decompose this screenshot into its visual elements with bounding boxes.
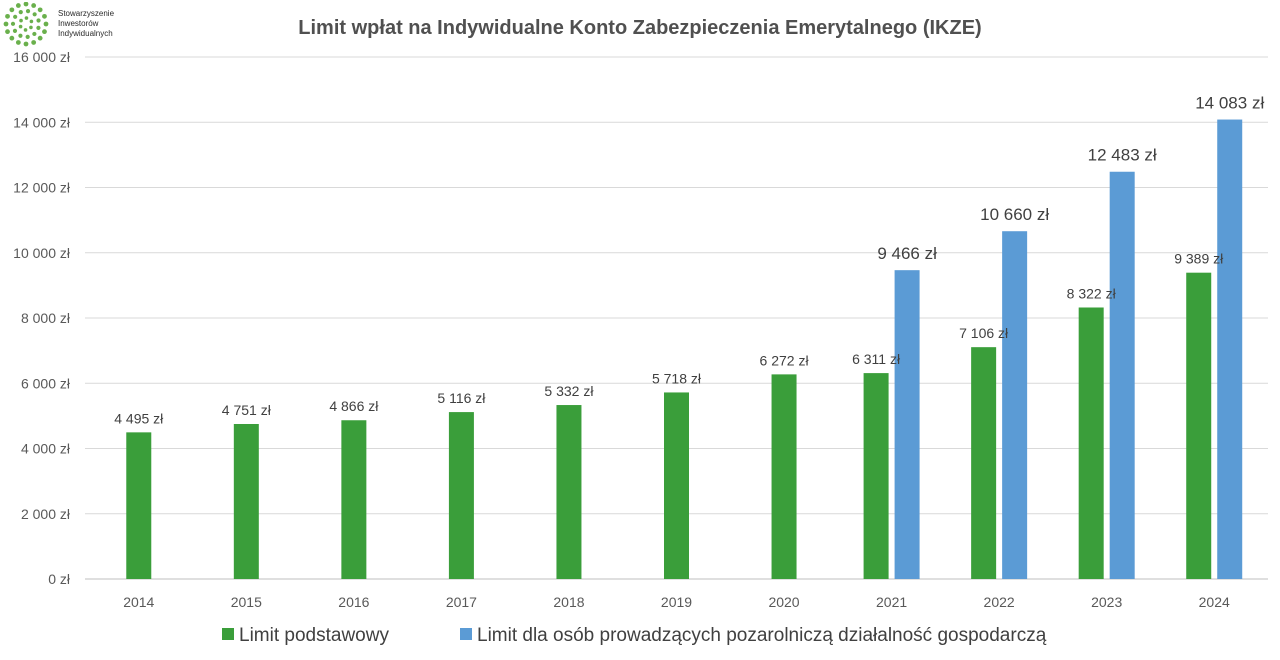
- bar-limit-podstawowy: [448, 412, 474, 579]
- data-label-limit-podstawowy: 5 116 zł: [437, 390, 486, 406]
- logo-line-2: Inwestorów: [58, 19, 99, 28]
- data-label-limit-dzialalnosc: 14 083 zł: [1195, 94, 1264, 113]
- data-label-limit-podstawowy: 7 106 zł: [959, 325, 1009, 341]
- bar-limit-dzialalnosc: [1002, 231, 1028, 579]
- x-tick-label: 2018: [553, 594, 584, 610]
- x-tick-label: 2021: [876, 594, 907, 610]
- data-label-limit-podstawowy: 6 311 zł: [852, 351, 901, 367]
- x-tick-label: 2015: [231, 594, 262, 610]
- x-tick-label: 2017: [446, 594, 477, 610]
- legend-label: Limit dla osób prowadzących pozarolniczą…: [477, 625, 1047, 646]
- legend: Limit podstawowy Limit dla osób prowadząc…: [222, 625, 1047, 646]
- logo-dots-icon: [3, 1, 49, 47]
- chart-title: Limit wpłat na Indywidualne Konto Zabezp…: [298, 17, 981, 39]
- bar-limit-podstawowy: [126, 432, 152, 579]
- data-label-limit-podstawowy: 4 751 zł: [222, 402, 272, 418]
- legend-label: Limit podstawowy: [239, 625, 389, 646]
- bar-limit-podstawowy: [1186, 272, 1212, 579]
- bar-limit-podstawowy: [971, 347, 997, 579]
- bar-limit-podstawowy: [233, 423, 259, 579]
- data-label-limit-podstawowy: 4 866 zł: [329, 398, 379, 414]
- data-label-limit-podstawowy: 5 718 zł: [652, 370, 702, 386]
- x-tick-label: 2014: [123, 594, 154, 610]
- y-tick-label: 10 000 zł: [13, 245, 71, 261]
- y-tick-label: 12 000 zł: [13, 180, 71, 196]
- y-tick-label: 4 000 zł: [21, 441, 71, 457]
- y-tick-label: 8 000 zł: [21, 310, 71, 326]
- x-tick-label: 2022: [984, 594, 1015, 610]
- x-tick-label: 2024: [1199, 594, 1230, 610]
- logo-line-3: Indywidualnych: [58, 29, 113, 38]
- y-tick-label: 6 000 zł: [21, 375, 71, 391]
- bar-limit-podstawowy: [341, 420, 367, 579]
- data-labels: 4 495 zł 4 751 zł 4 866 zł 5 116 zł 5 332 zł…: [114, 94, 1264, 427]
- data-label-limit-dzialalnosc: 12 483 zł: [1088, 146, 1157, 165]
- data-label-limit-podstawowy: 9 389 zł: [1174, 251, 1224, 267]
- bar-limit-dzialalnosc: [1109, 171, 1135, 579]
- y-tick-label: 14 000 zł: [13, 114, 71, 130]
- bar-limit-dzialalnosc: [1217, 119, 1243, 580]
- bars: [126, 119, 1243, 580]
- y-tick-label: 16 000 zł: [13, 49, 71, 65]
- y-tick-label: 0 zł: [48, 571, 71, 587]
- data-label-limit-dzialalnosc: 10 660 zł: [980, 205, 1049, 224]
- logo-text: Stowarzyszenie Inwestorów Indywidualnych: [58, 9, 114, 39]
- bar-limit-podstawowy: [863, 373, 889, 579]
- y-axis: 0 zł 2 000 zł 4 000 zł 6 000 zł 8 000 zł 10 0…: [13, 49, 71, 587]
- logo: Stowarzyszenie Inwestorów Indywidualnych: [2, 1, 162, 50]
- data-label-limit-podstawowy: 4 495 zł: [114, 410, 164, 426]
- logo-line-1: Stowarzyszenie: [58, 9, 115, 18]
- x-tick-label: 2023: [1091, 594, 1122, 610]
- data-label-limit-podstawowy: 8 322 zł: [1067, 285, 1117, 301]
- bar-limit-podstawowy: [556, 405, 582, 579]
- bar-limit-dzialalnosc: [894, 270, 920, 579]
- x-axis: 2014 2015 2016 2017 2018 2019 2020 2021 2022 2023…: [123, 594, 1230, 610]
- x-tick-label: 2019: [661, 594, 692, 610]
- data-label-limit-dzialalnosc: 9 466 zł: [877, 244, 937, 263]
- legend-swatch: [222, 628, 234, 640]
- x-tick-label: 2016: [338, 594, 369, 610]
- bar-limit-podstawowy: [664, 392, 689, 579]
- data-label-limit-podstawowy: 6 272 zł: [760, 352, 810, 368]
- bar-limit-podstawowy: [1078, 307, 1104, 579]
- bar-limit-podstawowy: [771, 374, 797, 579]
- data-label-limit-podstawowy: 5 332 zł: [544, 383, 594, 399]
- gridlines: [85, 56, 1268, 580]
- x-tick-label: 2020: [768, 594, 799, 610]
- legend-swatch: [460, 628, 472, 640]
- y-tick-label: 2 000 zł: [21, 506, 71, 522]
